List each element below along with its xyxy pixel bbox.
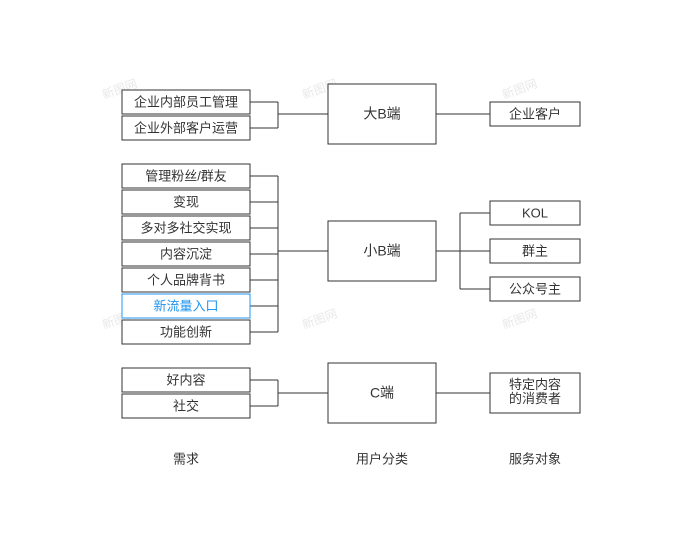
user-class-node-label: 小B端 — [363, 243, 400, 259]
demand-node-manage-fans: 管理粉丝/群友 — [122, 164, 250, 188]
demand-node-label: 功能创新 — [160, 324, 212, 339]
target-node-group-owner: 群主 — [490, 239, 580, 263]
demand-node-label: 新流量入口 — [153, 298, 218, 313]
user-class-node-label: 大B端 — [363, 106, 400, 122]
demand-node-label: 内容沉淀 — [160, 246, 212, 261]
target-node-kol: KOL — [490, 201, 580, 225]
watermark-text: 新图网 — [500, 306, 539, 332]
demand-node-feature-innovation: 功能创新 — [122, 320, 250, 344]
demand-node-new-traffic: 新流量入口 — [122, 294, 250, 318]
target-node-public-account: 公众号主 — [490, 277, 580, 301]
target-node-label: 企业客户 — [509, 106, 561, 121]
user-classification-diagram: 新图网新图网新图网新图网新图网新图网企业内部员工管理企业外部客户运营大B端企业客… — [0, 0, 681, 534]
demand-node-label: 好内容 — [166, 372, 205, 387]
demand-node-label: 管理粉丝/群友 — [145, 168, 227, 183]
col-user-class: 用户分类 — [356, 451, 408, 466]
user-class-node-small-b: 小B端 — [328, 221, 436, 281]
demand-node-personal-brand: 个人品牌背书 — [122, 268, 250, 292]
demand-node-label: 个人品牌背书 — [147, 272, 225, 287]
demand-node-external-customer-ops: 企业外部客户运营 — [122, 116, 250, 140]
demand-node-many-social: 多对多社交实现 — [122, 216, 250, 240]
target-node-label: 特定内容的消费者 — [509, 377, 561, 406]
demand-node-monetize: 变现 — [122, 190, 250, 214]
col-demand: 需求 — [173, 451, 199, 466]
demand-node-social: 社交 — [122, 394, 250, 418]
user-class-node-c-end: C端 — [328, 363, 436, 423]
target-node-label: 群主 — [522, 243, 548, 258]
user-class-node-big-b: 大B端 — [328, 84, 436, 144]
watermark-text: 新图网 — [500, 76, 539, 102]
demand-node-good-content: 好内容 — [122, 368, 250, 392]
demand-node-content-deposit: 内容沉淀 — [122, 242, 250, 266]
watermark-text: 新图网 — [300, 306, 339, 332]
user-class-node-label: C端 — [370, 385, 394, 401]
demand-node-internal-staff-mgmt: 企业内部员工管理 — [122, 90, 250, 114]
target-node-label: 公众号主 — [509, 281, 561, 296]
target-node-specific-consumer: 特定内容的消费者 — [490, 373, 580, 413]
demand-node-label: 多对多社交实现 — [140, 220, 231, 235]
demand-node-label: 社交 — [173, 398, 199, 413]
demand-node-label: 变现 — [173, 194, 199, 209]
target-node-label: KOL — [522, 205, 548, 220]
demand-node-label: 企业内部员工管理 — [134, 94, 238, 109]
demand-node-label: 企业外部客户运营 — [134, 120, 238, 135]
target-node-enterprise-customer: 企业客户 — [490, 102, 580, 126]
col-service-target: 服务对象 — [509, 451, 561, 466]
